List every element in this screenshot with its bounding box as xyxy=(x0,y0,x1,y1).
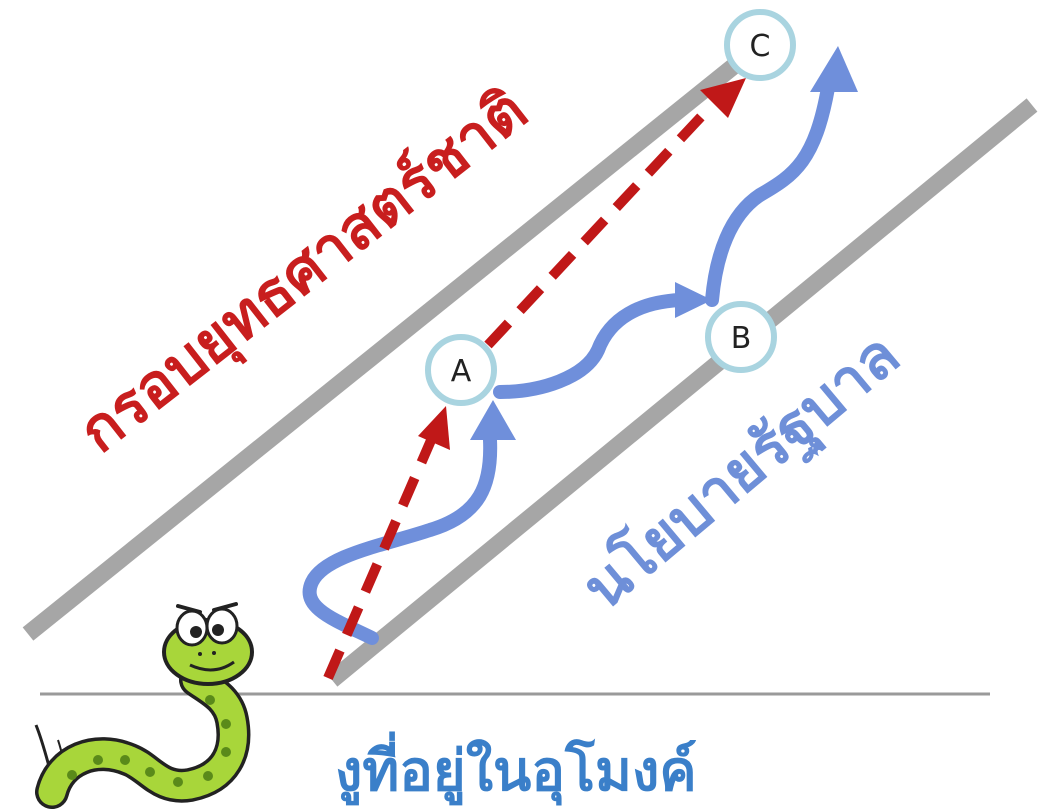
strategy-dashed-arrow xyxy=(323,78,746,680)
caption-text: งูที่อยู่ในอุโมงค์ xyxy=(335,731,697,806)
policy-wavy-arrow xyxy=(302,46,858,645)
node-c-label: C xyxy=(750,29,771,64)
tunnel-lower-wall xyxy=(326,98,1038,687)
tunnel-upper-wall xyxy=(22,38,766,641)
snake-icon xyxy=(34,602,254,809)
node-c: C xyxy=(724,9,796,81)
node-a: A xyxy=(425,334,497,406)
node-a-label: A xyxy=(451,354,472,389)
node-b: B xyxy=(705,301,777,373)
node-b-label: B xyxy=(731,321,752,356)
